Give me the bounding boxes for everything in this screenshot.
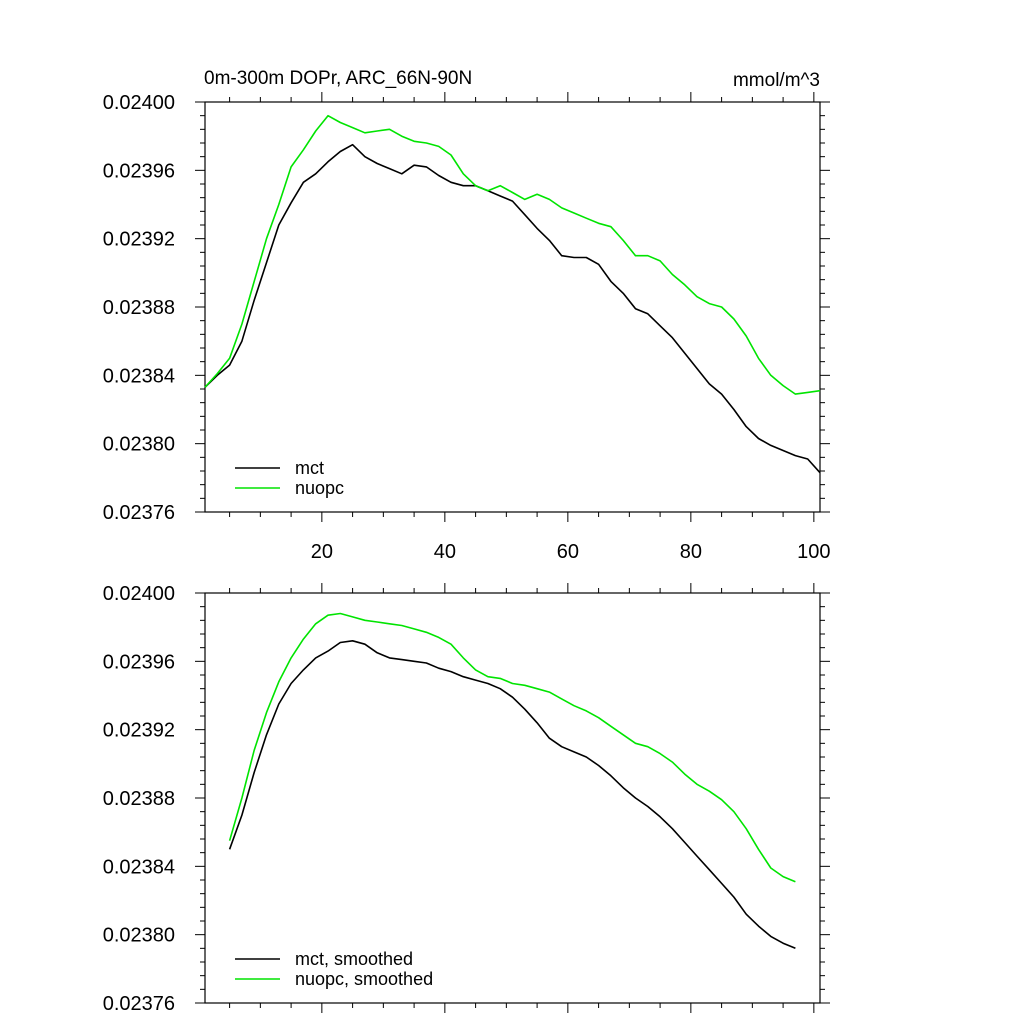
y-tick-label: 0.02400 — [103, 92, 175, 114]
y-tick-label: 0.02392 — [103, 229, 175, 251]
x-tick-label: 20 — [311, 541, 333, 563]
top-panel-raw: 0.02376 0.02380 0.02384 0.02388 0.02392 0.023… — [103, 92, 831, 563]
chart-title: 0m-300m DOPr, ARC_66N-90N — [204, 68, 472, 89]
x-tick-label: 60 — [557, 541, 579, 563]
plot-frame — [204, 592, 821, 1004]
legend-label: mct, smoothed — [295, 949, 413, 969]
y-tick-label: 0.02376 — [103, 502, 175, 524]
series-line-nuopc-smoothed — [228, 612, 796, 883]
y-tick-label: 0.02380 — [103, 434, 175, 456]
y-tick-label: 0.02384 — [103, 365, 175, 387]
series-line-nuopc — [204, 114, 821, 395]
y-tick-label: 0.02376 — [103, 993, 175, 1015]
series-line-mct-smoothed — [228, 640, 796, 950]
y-tick-label: 0.02396 — [103, 160, 175, 182]
x-tick-label: 40 — [434, 541, 456, 563]
legend-label: mct — [295, 458, 324, 478]
legend-label: nuopc, smoothed — [295, 969, 433, 989]
y-tick-label: 0.02380 — [103, 925, 175, 947]
series-line-mct — [204, 143, 821, 474]
x-tick-label: 80 — [680, 541, 702, 563]
y-tick-label: 0.02388 — [103, 788, 175, 810]
y-tick-label: 0.02384 — [103, 856, 175, 878]
x-tick-label: 100 — [797, 541, 830, 563]
y-tick-label: 0.02400 — [103, 583, 175, 605]
y-tick-label: 0.02396 — [103, 651, 175, 673]
units-label: mmol/m^3 — [733, 70, 820, 91]
y-tick-label: 0.02392 — [103, 720, 175, 742]
plot-frame — [204, 101, 821, 513]
y-tick-label: 0.02388 — [103, 297, 175, 319]
bottom-panel-smoothed: 0.02376 0.02380 0.02384 0.02388 0.02392 0.023… — [103, 583, 830, 1015]
legend-label: nuopc — [295, 478, 344, 498]
